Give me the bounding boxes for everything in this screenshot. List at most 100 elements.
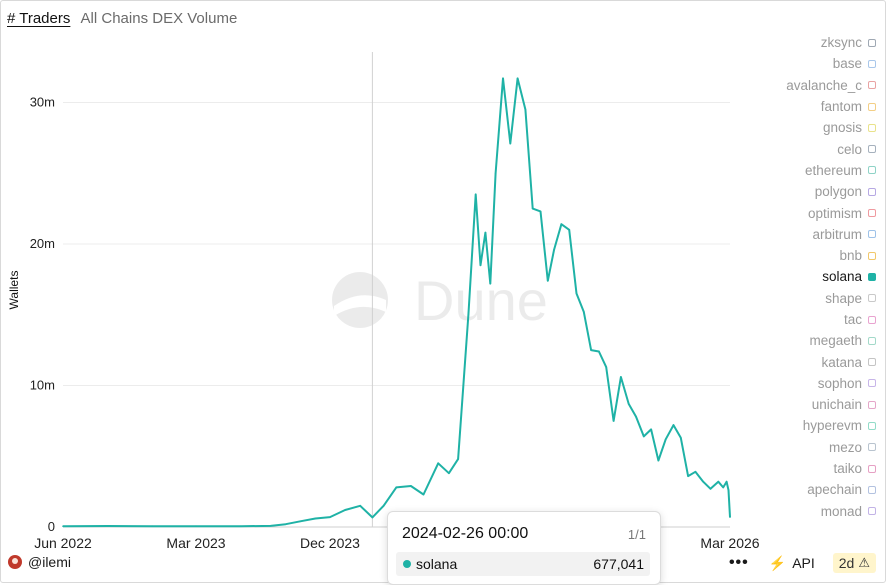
data-point	[664, 438, 667, 441]
legend-item-hyperevm[interactable]: hyperevm	[746, 415, 876, 436]
data-point	[694, 471, 697, 473]
data-point	[722, 486, 724, 489]
data-point	[299, 520, 302, 523]
tab-traders[interactable]: # Traders	[7, 10, 71, 27]
legend-item-avalanche-c[interactable]: avalanche_c	[746, 75, 876, 96]
data-point	[583, 311, 585, 313]
legend-item-megaeth[interactable]: megaeth	[746, 330, 876, 351]
data-point	[371, 516, 374, 519]
y-tick-label: 20m	[30, 236, 55, 251]
legend-swatch	[868, 485, 876, 494]
data-point	[657, 459, 660, 462]
data-point	[560, 223, 563, 225]
data-point	[672, 424, 675, 426]
tooltip-series-dot	[403, 560, 411, 568]
legend-swatch	[868, 59, 876, 68]
legend-item-mezo[interactable]: mezo	[746, 437, 876, 458]
legend-item-tac[interactable]: tac	[746, 309, 876, 330]
data-point	[709, 487, 712, 490]
data-point	[479, 264, 482, 266]
legend-item-solana[interactable]: solana	[746, 266, 876, 287]
tab-bar: # Traders All Chains DEX Volume	[7, 10, 243, 27]
legend-item-fantom[interactable]: fantom	[746, 96, 876, 117]
legend-item-taiko[interactable]: taiko	[746, 458, 876, 479]
legend-swatch	[868, 379, 876, 388]
data-point	[598, 350, 600, 353]
data-point	[727, 489, 730, 492]
data-point	[240, 525, 242, 527]
series-layer	[62, 77, 731, 528]
legend-swatch	[868, 421, 876, 430]
y-tick-label: 10m	[30, 377, 55, 392]
legend-item-monad[interactable]: monad	[746, 501, 876, 522]
legend-label: optimism	[807, 205, 862, 221]
data-point	[620, 376, 622, 378]
data-point	[702, 480, 705, 483]
api-label: API	[792, 555, 815, 571]
data-point	[539, 210, 542, 213]
legend-swatch	[868, 81, 876, 90]
legend-label: katana	[821, 354, 862, 370]
gridlines	[63, 101, 730, 528]
data-point	[717, 480, 720, 483]
series-line-solana[interactable]	[62, 77, 731, 528]
legend-item-optimism[interactable]: optimism	[746, 202, 876, 223]
data-point	[422, 493, 425, 496]
legend-item-unichain[interactable]: unichain	[746, 394, 876, 415]
data-point	[679, 437, 682, 439]
legend-item-gnosis[interactable]: gnosis	[746, 117, 876, 138]
legend-label: solana	[822, 269, 862, 285]
more-options-button[interactable]: •••	[728, 554, 749, 571]
legend: zksync base avalanche_c fantom gnosis celo eth…	[746, 32, 876, 522]
legend-item-zksync[interactable]: zksync	[746, 32, 876, 53]
data-point	[284, 523, 287, 525]
data-point	[62, 525, 64, 527]
legend-item-apechain[interactable]: apechain	[746, 479, 876, 500]
legend-label: megaeth	[809, 333, 862, 349]
chart-footer: @ilemi ••• ⚡ API 2d ⚠	[0, 548, 886, 578]
legend-label: mezo	[828, 439, 862, 455]
data-point	[359, 504, 362, 507]
legend-item-arbitrum[interactable]: arbitrum	[746, 224, 876, 245]
data-point	[344, 509, 346, 511]
author[interactable]: @ilemi	[8, 554, 71, 570]
legend-item-base[interactable]: base	[746, 53, 876, 74]
data-point	[627, 403, 630, 405]
legend-item-bnb[interactable]: bnb	[746, 245, 876, 266]
api-button[interactable]: ⚡ API	[769, 555, 815, 572]
legend-item-polygon[interactable]: polygon	[746, 181, 876, 202]
legend-item-shape[interactable]: shape	[746, 288, 876, 309]
data-point	[590, 349, 592, 351]
legend-swatch	[868, 123, 876, 132]
data-point	[509, 142, 512, 145]
legend-swatch	[868, 209, 876, 218]
legend-item-celo[interactable]: celo	[746, 138, 876, 159]
data-point	[635, 415, 637, 418]
y-tick-label: 0	[48, 519, 55, 534]
data-point	[489, 282, 492, 285]
legend-item-katana[interactable]: katana	[746, 351, 876, 372]
legend-item-ethereum[interactable]: ethereum	[746, 160, 876, 181]
legend-item-sophon[interactable]: sophon	[746, 373, 876, 394]
data-point	[502, 77, 504, 80]
age-label: 2d	[838, 555, 855, 571]
hover-tooltip: 2024-02-26 00:00 1/1 solana 677,041	[387, 511, 661, 585]
data-point	[448, 472, 450, 475]
tooltip-series-name: solana	[416, 556, 458, 572]
x-tick-label: Jun 2022	[34, 535, 92, 551]
data-point	[151, 525, 153, 527]
legend-swatch	[868, 187, 876, 196]
tab-all-chains-dex-volume[interactable]: All Chains DEX Volume	[80, 10, 238, 27]
data-point	[575, 292, 578, 295]
data-point	[729, 516, 731, 518]
legend-label: shape	[825, 290, 862, 306]
plug-icon: ⚡	[768, 554, 787, 571]
legend-swatch	[868, 336, 876, 345]
legend-label: gnosis	[822, 120, 862, 136]
legend-swatch	[868, 145, 876, 154]
refresh-age-badge[interactable]: 2d ⚠	[832, 553, 876, 573]
legend-label: bnb	[839, 248, 862, 264]
dune-watermark-logo	[332, 272, 388, 328]
tooltip-series-value: 677,041	[593, 556, 644, 572]
data-point	[484, 231, 487, 234]
